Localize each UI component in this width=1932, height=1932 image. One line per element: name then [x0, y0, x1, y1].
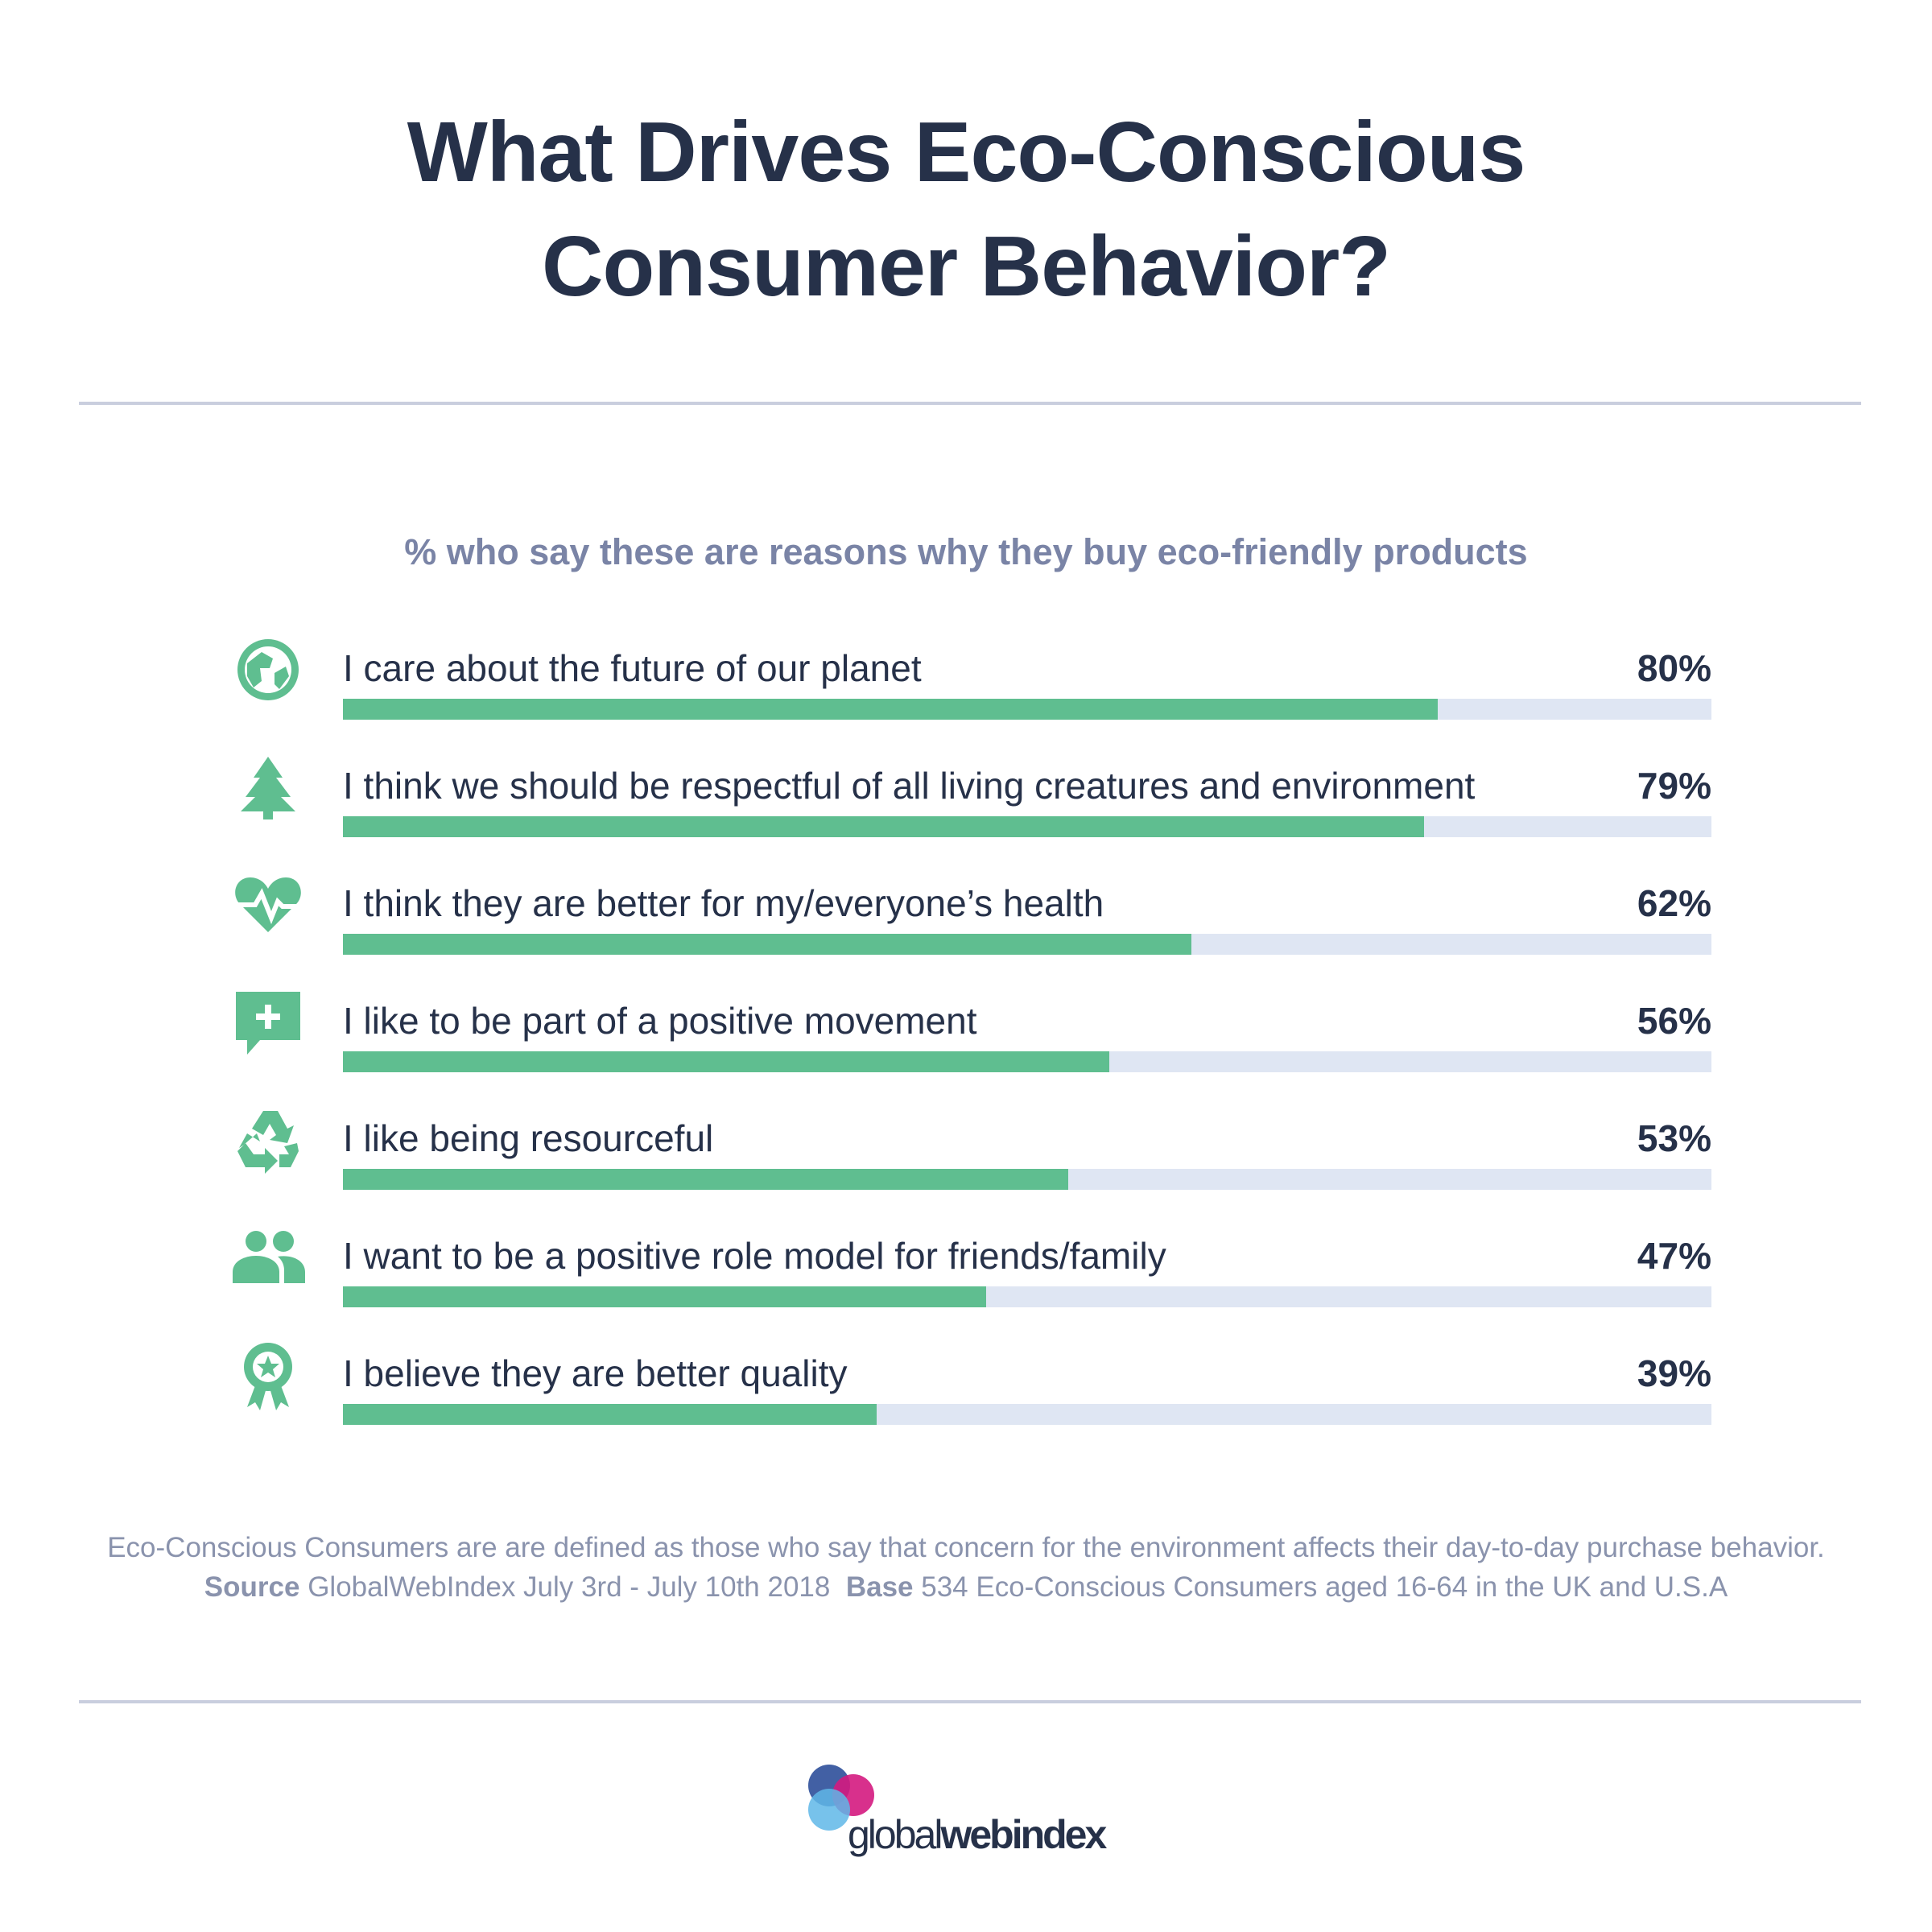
logo-text-light: global	[848, 1812, 943, 1857]
source-label: Source	[204, 1571, 300, 1603]
data-label: 62%	[1637, 882, 1711, 924]
person-body-left	[233, 1256, 279, 1283]
chat-plus-icon	[236, 992, 300, 1055]
people-icon	[233, 1231, 305, 1283]
globe-icon	[237, 639, 299, 700]
person-head-right	[273, 1231, 294, 1252]
bar-row: I think we should be respectful of all l…	[241, 757, 1711, 837]
tree-trunk	[263, 810, 273, 819]
recycle-arrow-top	[252, 1111, 294, 1143]
globe-land	[247, 652, 289, 689]
data-label: 39%	[1637, 1352, 1711, 1394]
base-text: 534 Eco-Conscious Consumers aged 16-64 i…	[921, 1571, 1728, 1603]
tree-crown	[241, 757, 295, 811]
bar	[343, 1169, 1068, 1190]
base-label: Base	[845, 1571, 914, 1603]
top-divider	[79, 402, 1861, 405]
category-label: I like being resourceful	[343, 1117, 713, 1159]
footnote-definition: Eco-Conscious Consumers are are defined …	[107, 1532, 1825, 1563]
person-body-right	[278, 1256, 305, 1283]
logo-circle-light	[808, 1789, 850, 1831]
award-icon	[244, 1343, 292, 1410]
bar-row: I like being resourceful 53%	[237, 1111, 1711, 1190]
bottom-divider	[79, 1700, 1861, 1703]
page-title: What Drives Eco-Conscious Consumer Behav…	[0, 95, 1932, 324]
data-label: 80%	[1637, 647, 1711, 689]
data-label: 79%	[1637, 765, 1711, 807]
category-label: I believe they are better quality	[343, 1352, 847, 1394]
bar	[343, 699, 1438, 720]
bar-row: I believe they are better quality 39%	[244, 1343, 1711, 1425]
bar-row: I care about the future of our planet 80%	[237, 639, 1711, 720]
bar	[343, 1051, 1109, 1072]
bar	[343, 816, 1424, 837]
category-label: I like to be part of a positive movement	[343, 1000, 977, 1042]
title-line-2: Consumer Behavior?	[541, 219, 1391, 314]
logo-wordmark: globalwebindex	[848, 1811, 1107, 1858]
bar	[343, 1404, 877, 1425]
pulse-line	[234, 888, 302, 925]
person-head-left	[246, 1231, 266, 1252]
category-label: I think we should be respectful of all l…	[343, 765, 1476, 807]
logo-text-bold: webindex	[940, 1812, 1107, 1857]
recycle-icon	[237, 1111, 299, 1174]
bar	[343, 1286, 986, 1307]
tree-icon	[241, 757, 295, 819]
chart-subtitle: % who say these are reasons why they buy…	[404, 531, 1528, 572]
recycle-arrow-right	[279, 1143, 299, 1167]
footnote-source: Source GlobalWebIndex July 3rd - July 10…	[0, 1571, 1932, 1604]
recycle-arrow-left	[237, 1133, 278, 1174]
bar-row: I like to be part of a positive movement…	[236, 992, 1711, 1072]
logo-mark	[808, 1765, 874, 1831]
bar-row: I think they are better for my/everyone’…	[234, 877, 1711, 955]
data-label: 56%	[1637, 1000, 1711, 1042]
heart-pulse-icon	[234, 877, 302, 932]
source-text: GlobalWebIndex July 3rd - July 10th 2018	[308, 1571, 831, 1603]
bar-row: I want to be a positive role model for f…	[233, 1231, 1711, 1307]
bar	[343, 934, 1191, 955]
category-label: I think they are better for my/everyone’…	[343, 882, 1104, 924]
title-line-1: What Drives Eco-Conscious	[407, 105, 1526, 200]
data-label: 47%	[1637, 1235, 1711, 1277]
medal-star	[257, 1356, 279, 1377]
data-label: 53%	[1637, 1117, 1711, 1159]
category-label: I care about the future of our planet	[343, 647, 922, 689]
category-label: I want to be a positive role model for f…	[343, 1235, 1166, 1277]
plus-horizontal	[256, 1013, 280, 1020]
